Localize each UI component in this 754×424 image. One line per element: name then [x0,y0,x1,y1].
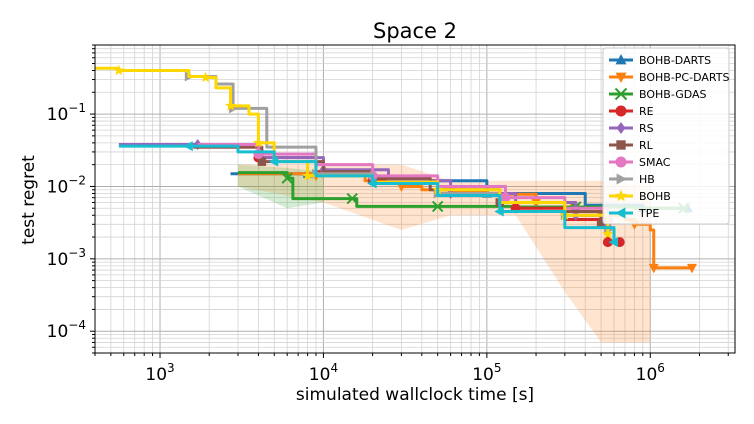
legend-label-rs: RS [639,122,654,135]
series-marker-tpe [608,237,619,248]
y-axis-ticks: 10−1 10−2 10−3 10−4 [47,44,95,354]
series-line-tpe [118,144,616,243]
x-tick-label: 103 [145,361,174,385]
series-marker-bohb-pc-darts [648,263,659,274]
legend-marker-smac [615,156,627,168]
series-marker-rl [596,220,606,229]
legend-marker-hb [616,173,628,185]
y-tick-label: 10−1 [47,101,86,125]
y-tick-label: 10−3 [47,246,86,270]
legend-marker-bohb [614,189,628,202]
x-axis-label: simulated wallclock time [s] [296,385,534,405]
series-marker-rl [257,157,267,166]
series-marker-tpe [183,141,193,152]
series-marker-bohb-gdas [431,200,444,213]
x-tick-label: 104 [309,361,338,385]
series-marker-bohb-pc-darts [686,263,697,274]
y-axis-label: test regret [19,155,39,245]
series-marker-re [602,237,613,248]
legend-label-rl: RL [639,139,654,152]
series-marker-tpe [367,178,377,189]
x-tick-label: 105 [472,361,501,385]
legend-marker-tpe [614,207,626,219]
series-marker-bohb [225,100,236,111]
legend-marker-bohb-pc-darts [615,72,627,84]
series-marker-bohb [602,228,614,239]
y-tick-label: 10−2 [47,173,86,197]
plot-frame [94,44,736,354]
series-marker-smac [500,192,511,203]
x-tick-label: 106 [636,361,665,385]
series-marker-bohb [302,170,314,181]
legend-box [602,47,730,225]
chart-title: Space 2 [373,19,457,43]
legend-marker-rl [616,140,626,150]
legend-label-bohb-darts: BOHB-DARTS [639,54,711,67]
series-marker-bohb-gdas [281,172,293,184]
legend-marker-bohb-darts [615,53,627,65]
y-tick-label: 10−4 [47,318,86,342]
legend-label-hb: HB [639,173,655,186]
legend-marker-re [615,105,627,117]
legend-label-bohb-pc-darts: BOHB-PC-DARTS [639,71,729,84]
series-marker-bohb [200,71,212,83]
legend: BOHB-DARTS BOHB-PC-DARTS BOHB-GDAS RE RS RL SM… [602,47,730,225]
series-marker-bohb [252,137,264,148]
series-marker-bohb-gdas [346,192,358,205]
legend-label-smac: SMAC [639,156,671,169]
legend-label-tpe: TPE [638,207,659,220]
legend-marker-bohb-gdas [614,87,628,101]
legend-label-bohb-gdas: BOHB-GDAS [639,88,707,101]
series-lines [95,64,697,274]
legend-label-re: RE [639,105,654,118]
series-marker-tpe [494,206,504,217]
series-marker-bohb [113,64,125,76]
series-marker-tpe [268,156,279,167]
legend-label-bohb: BOHB [639,190,671,203]
confidence-bands [237,164,651,343]
legend-marker-rs [616,121,626,135]
x-axis-ticks: 103 104 105 106 [94,353,729,385]
